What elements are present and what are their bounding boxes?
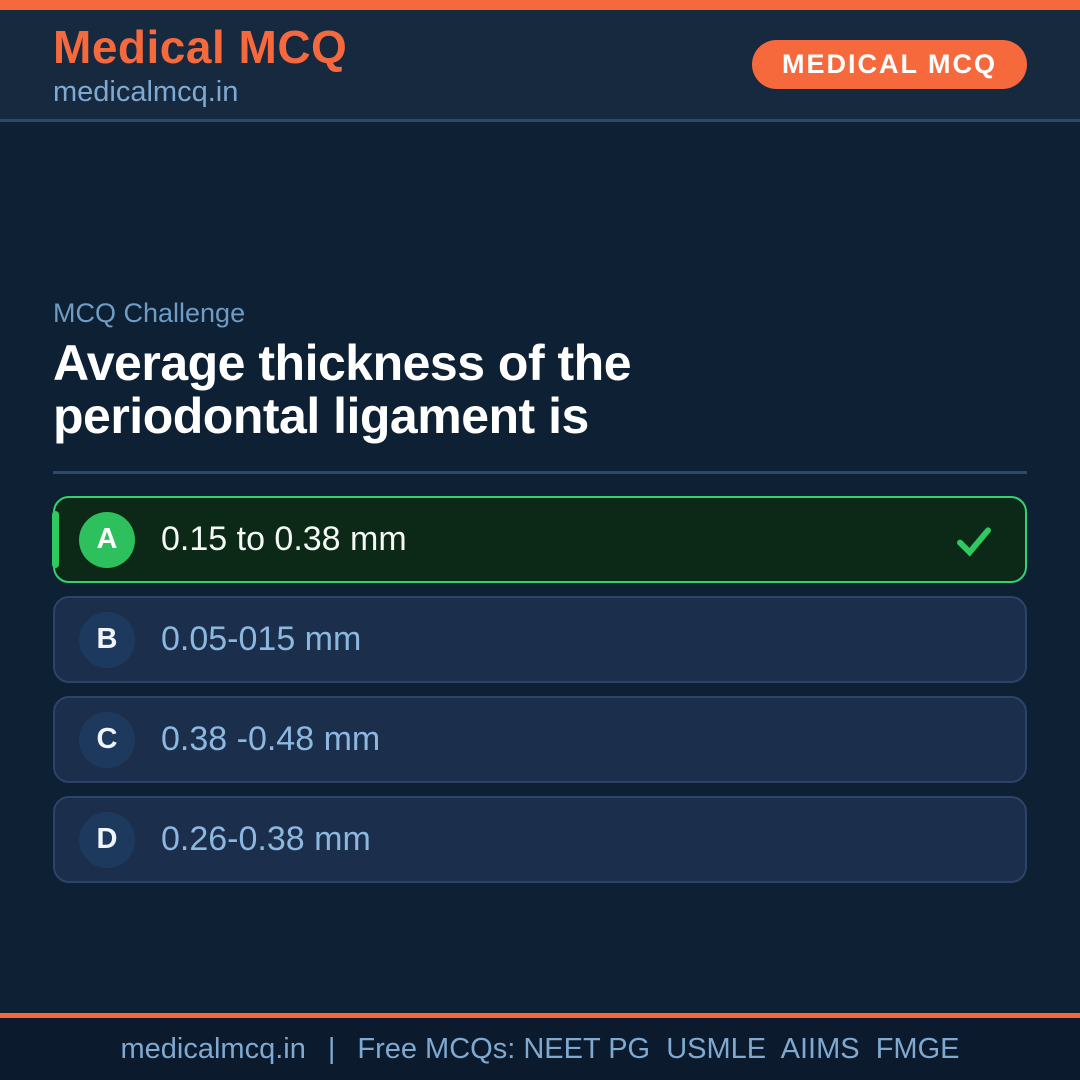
option-d[interactable]: D 0.26-0.38 mm: [53, 796, 1027, 883]
option-c-letter-badge: C: [79, 711, 135, 768]
question-divider: [53, 471, 1027, 474]
footer: medicalmcq.in | Free MCQs: NEET PG USMLE…: [0, 1013, 1080, 1080]
footer-site: medicalmcq.in: [120, 1032, 306, 1065]
checkmark-icon: [957, 526, 991, 557]
question-eyebrow: MCQ Challenge: [53, 298, 246, 328]
brand-subtitle: medicalmcq.in: [53, 76, 239, 108]
option-d-letter-badge: D: [79, 811, 135, 868]
header: Medical MCQ medicalmcq.in MEDICAL MCQ: [0, 10, 1080, 122]
option-a[interactable]: A 0.15 to 0.38 mm: [52, 496, 1027, 583]
option-b[interactable]: B 0.05-015 mm: [53, 596, 1027, 683]
footer-bar: medicalmcq.in | Free MCQs: NEET PG USMLE…: [0, 1018, 1080, 1080]
option-c-label: 0.38 -0.48 mm: [161, 720, 381, 758]
question-text: Average thickness of the periodontal lig…: [53, 335, 632, 444]
option-a-letter-badge: A: [79, 511, 135, 568]
top-accent-bar: [0, 0, 1080, 10]
footer-tagline: Free MCQs: NEET PG USMLE AIIMS FMGE: [357, 1032, 960, 1065]
option-b-letter-badge: B: [79, 611, 135, 668]
option-c[interactable]: C 0.38 -0.48 mm: [53, 696, 1027, 783]
option-b-label: 0.05-015 mm: [161, 620, 362, 658]
brand-badge: MEDICAL MCQ: [752, 40, 1027, 89]
option-a-label: 0.15 to 0.38 mm: [161, 520, 407, 558]
footer-separator: |: [327, 1032, 336, 1065]
brand-title: Medical MCQ: [53, 21, 348, 73]
question-section: MCQ Challenge Average thickness of the p…: [0, 298, 1080, 883]
option-d-label: 0.26-0.38 mm: [161, 820, 371, 858]
brand-block: Medical MCQ medicalmcq.in: [53, 20, 347, 109]
options-list: A 0.15 to 0.38 mm B 0.05-015 mm C 0.38 -…: [52, 496, 1027, 883]
footer-accent-line: [0, 1013, 1080, 1018]
